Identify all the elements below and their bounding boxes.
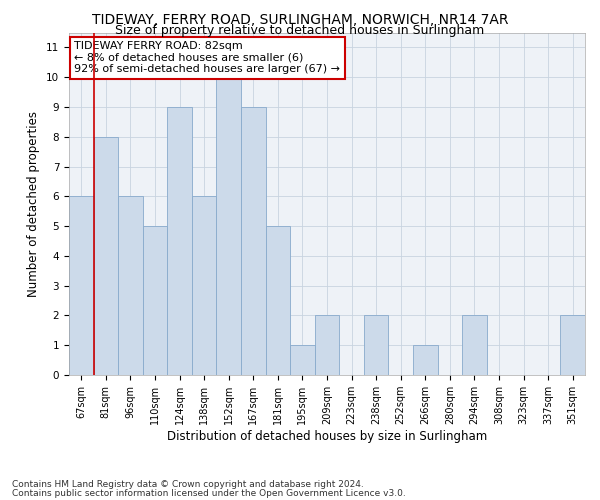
Text: Contains HM Land Registry data © Crown copyright and database right 2024.: Contains HM Land Registry data © Crown c… bbox=[12, 480, 364, 489]
Bar bbox=[167, 107, 192, 375]
Bar bbox=[413, 345, 437, 375]
Bar bbox=[560, 316, 585, 375]
X-axis label: Distribution of detached houses by size in Surlingham: Distribution of detached houses by size … bbox=[167, 430, 487, 443]
Bar bbox=[241, 107, 266, 375]
Bar bbox=[69, 196, 94, 375]
Bar bbox=[315, 316, 339, 375]
Y-axis label: Number of detached properties: Number of detached properties bbox=[28, 111, 40, 296]
Bar bbox=[143, 226, 167, 375]
Bar bbox=[266, 226, 290, 375]
Text: Contains public sector information licensed under the Open Government Licence v3: Contains public sector information licen… bbox=[12, 488, 406, 498]
Text: Size of property relative to detached houses in Surlingham: Size of property relative to detached ho… bbox=[115, 24, 485, 37]
Bar bbox=[364, 316, 388, 375]
Text: TIDEWAY FERRY ROAD: 82sqm
← 8% of detached houses are smaller (6)
92% of semi-de: TIDEWAY FERRY ROAD: 82sqm ← 8% of detach… bbox=[74, 41, 340, 74]
Text: TIDEWAY, FERRY ROAD, SURLINGHAM, NORWICH, NR14 7AR: TIDEWAY, FERRY ROAD, SURLINGHAM, NORWICH… bbox=[92, 12, 508, 26]
Bar bbox=[217, 77, 241, 375]
Bar bbox=[94, 136, 118, 375]
Bar bbox=[192, 196, 217, 375]
Bar bbox=[462, 316, 487, 375]
Bar bbox=[118, 196, 143, 375]
Bar bbox=[290, 345, 315, 375]
